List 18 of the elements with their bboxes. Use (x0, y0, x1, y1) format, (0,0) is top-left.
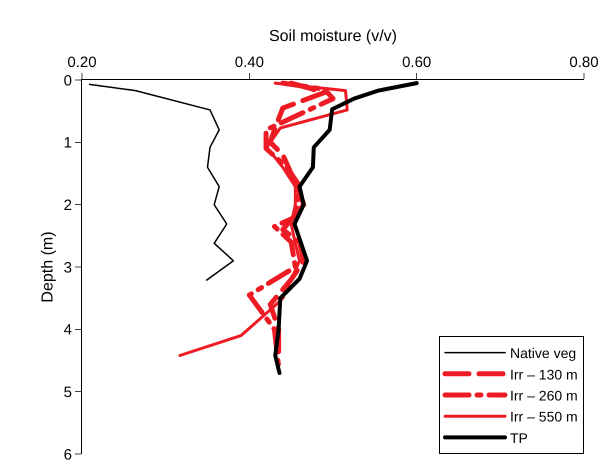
y-tick-label: 1 (64, 134, 72, 152)
x-axis-title: Soil moisture (v/v) (268, 28, 398, 45)
legend-label: Irr – 130 m (510, 366, 578, 382)
x-tick-label: 0.80 (569, 54, 599, 71)
legend-label: Irr – 550 m (510, 408, 578, 425)
legend-label: Irr – 260 m (510, 387, 578, 404)
y-tick-label: 6 (64, 446, 72, 464)
legend-label: TP (510, 430, 528, 446)
x-tick-label: 0.60 (402, 54, 432, 71)
legend-label: Native veg (510, 345, 576, 362)
y-tick-label: 5 (64, 384, 72, 401)
y-tick-label: 3 (64, 259, 72, 276)
x-tick-label: 0.40 (234, 54, 264, 71)
x-tick-label: 0.20 (67, 54, 97, 71)
y-tick-label: 0 (64, 72, 72, 90)
y-tick-label: 2 (64, 196, 72, 214)
y-tick-label: 4 (64, 322, 72, 339)
y-axis-title: Depth (m) (40, 231, 57, 303)
